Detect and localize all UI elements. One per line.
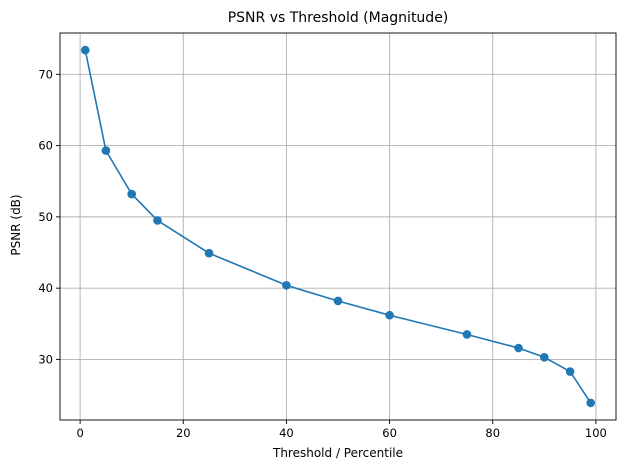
grid (60, 33, 616, 420)
y-axis-label: PSNR (dB) (9, 194, 23, 255)
data-point (586, 398, 596, 408)
data-point (127, 189, 136, 199)
data-point (80, 45, 90, 55)
x-tick-label: 100 (585, 426, 607, 440)
data-point (514, 343, 523, 353)
y-tick-label: 40 (38, 281, 53, 295)
y-tick-label: 50 (38, 210, 53, 224)
plot-frame (59, 32, 617, 421)
data-point (153, 216, 162, 225)
y-tick-label: 30 (38, 352, 53, 366)
x-tick-label: 80 (485, 426, 500, 440)
data-point (101, 146, 111, 155)
ticks (56, 73, 597, 424)
data-point (462, 330, 472, 339)
data-point (204, 248, 214, 258)
y-tick-label: 60 (38, 139, 53, 153)
x-tick-label: 40 (279, 426, 294, 440)
data-point (540, 352, 549, 362)
tick-labels: 0 20 40 60 80 100 30 40 50 60 70 (38, 67, 607, 440)
x-axis-label: Threshold / Percentile (272, 446, 403, 460)
x-tick-label: 20 (176, 426, 191, 440)
data-point (282, 280, 291, 290)
data-point (565, 367, 575, 376)
x-tick-label: 0 (76, 426, 83, 440)
chart-title: PSNR vs Threshold (Magnitude) (228, 10, 449, 26)
x-tick-label: 60 (382, 426, 397, 440)
series-layer (80, 45, 596, 408)
y-tick-label: 70 (38, 67, 53, 81)
data-point (333, 296, 343, 306)
data-point (385, 310, 394, 320)
